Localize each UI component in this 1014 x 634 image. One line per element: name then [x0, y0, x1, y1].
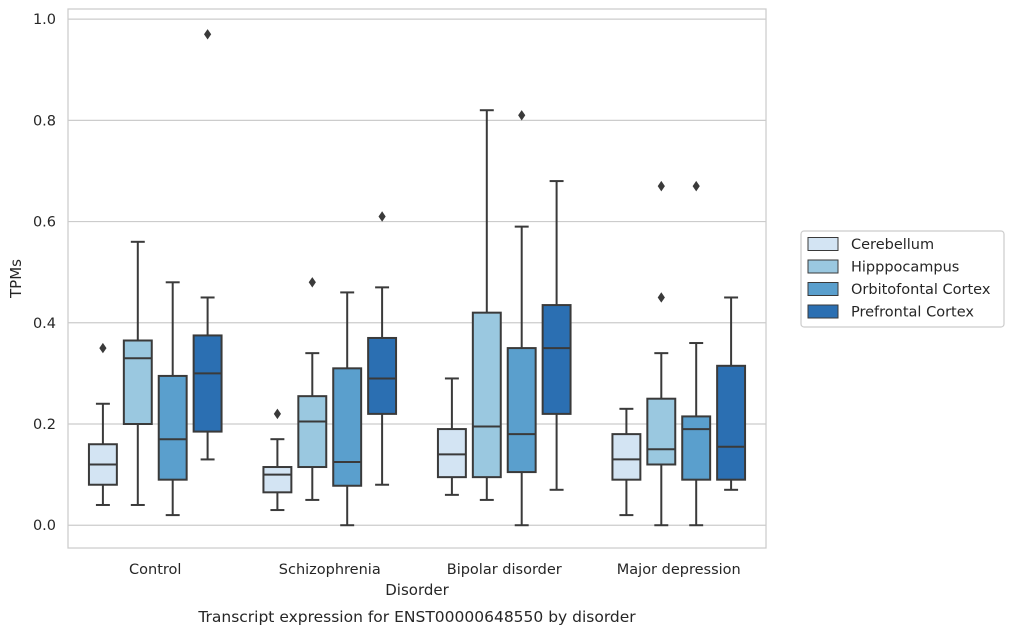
box-iqr [192, 334, 223, 433]
outlier-point [99, 342, 107, 354]
legend-swatch-cerebellum [807, 237, 839, 251]
box-iqr [297, 395, 328, 469]
outlier-point [378, 211, 386, 222]
legend-label-cerebellum: Cerebellum [851, 237, 934, 253]
box-cerebellum-bipolar-disorder [436, 377, 467, 496]
y-tick-label: 0.0 [33, 518, 56, 534]
outlier-point [273, 408, 281, 420]
legend-swatch-prefrontal-cortex [807, 304, 839, 319]
y-tick-label: 1.0 [33, 12, 56, 28]
box-iqr [611, 433, 642, 481]
x-axis-label: Disorder [385, 581, 449, 599]
box-iqr [436, 428, 467, 479]
box-cerebellum-control [87, 342, 118, 506]
box-hipppocampus-schizophrenia [297, 277, 328, 501]
box-orbitofontal-cortex-bipolar-disorder [506, 110, 537, 527]
box-iqr [332, 367, 363, 487]
x-tick-label: Major depression [617, 562, 741, 578]
box-iqr [157, 374, 188, 481]
box-hipppocampus-control [122, 240, 153, 506]
x-tick-label: Bipolar disorder [447, 562, 562, 578]
y-tick-label: 0.4 [33, 316, 56, 332]
box-iqr [367, 336, 398, 415]
box-iqr [262, 466, 293, 494]
box-orbitofontal-cortex-schizophrenia [332, 291, 363, 527]
legend-frame [800, 230, 1005, 328]
box-groups [87, 29, 747, 527]
legend: Cerebellum Hipppocampus Orbitofontal Corte… [800, 230, 1005, 328]
outlier-point [657, 292, 665, 303]
outlier-point [657, 180, 665, 192]
outlier-point [308, 277, 316, 288]
box-iqr [122, 339, 153, 426]
outlier-point [204, 29, 212, 40]
y-axis-ticks: 0.0 0.2 0.4 0.6 0.8 1.0 [33, 12, 56, 534]
plot-frame [67, 8, 767, 549]
y-axis-label: TPMs [7, 259, 25, 299]
box-iqr [506, 347, 537, 474]
legend-swatch-orbitofontal-cortex [807, 282, 839, 296]
box-prefrontal-cortex-bipolar-disorder [541, 180, 572, 491]
box-iqr [471, 311, 502, 479]
box-prefrontal-cortex-control [192, 29, 223, 461]
box-hipppocampus-major-depression [646, 180, 677, 527]
box-iqr [646, 397, 677, 466]
box-cerebellum-schizophrenia [262, 408, 293, 512]
box-orbitofontal-cortex-control [157, 281, 188, 517]
box-orbitofontal-cortex-major-depression [681, 180, 712, 527]
box-iqr [681, 415, 712, 481]
x-tick-label: Schizophrenia [279, 562, 381, 578]
legend-label-orbitofontal-cortex: Orbitofontal Cortex [851, 282, 991, 298]
outlier-point [692, 180, 700, 192]
legend-swatch-hipppocampus [807, 259, 839, 274]
outlier-point [518, 110, 526, 121]
box-hipppocampus-bipolar-disorder [471, 109, 502, 501]
legend-label-prefrontal-cortex: Prefrontal Cortex [851, 305, 974, 321]
x-axis-ticks: Control Schizophrenia Bipolar disorder Majo… [129, 562, 741, 578]
y-tick-label: 0.8 [33, 113, 56, 129]
legend-label-hipppocampus: Hipppocampus [851, 260, 959, 276]
box-cerebellum-major-depression [611, 407, 642, 517]
y-tick-label: 0.2 [33, 417, 56, 433]
y-tick-label: 0.6 [33, 215, 56, 231]
box-prefrontal-cortex-schizophrenia [367, 211, 398, 486]
figure-caption: Transcript expression for ENST0000064855… [197, 608, 636, 626]
x-tick-label: Control [129, 562, 181, 578]
box-iqr [541, 304, 572, 415]
box-prefrontal-cortex-major-depression [716, 296, 747, 491]
box-iqr [716, 364, 747, 481]
